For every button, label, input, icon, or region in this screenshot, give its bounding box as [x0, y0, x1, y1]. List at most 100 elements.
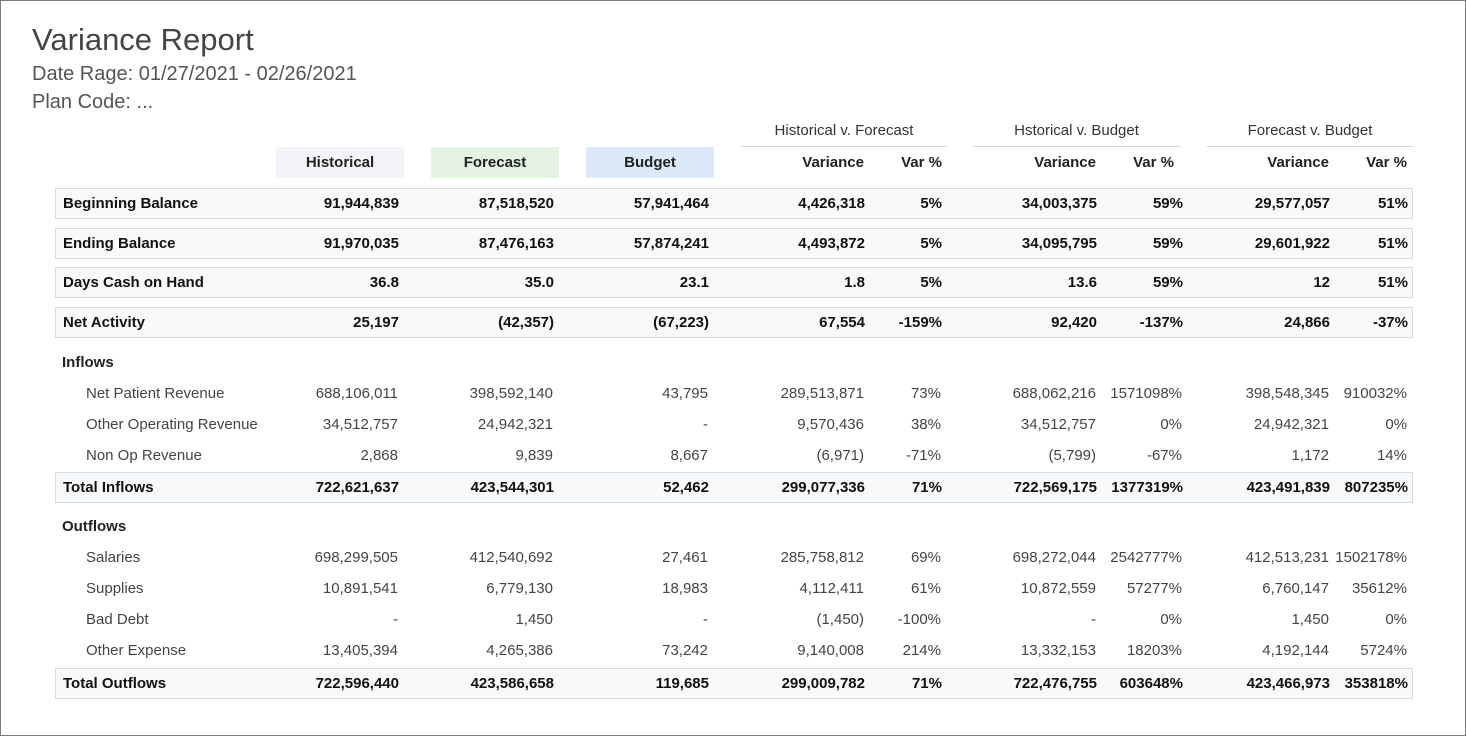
column-header-hf-variance[interactable]: Variance [802, 154, 864, 171]
cell-historical: 13,405,394 [322, 642, 398, 659]
table-row[interactable]: Total Inflows 722,621,637 423,544,301 52,46… [55, 472, 1413, 503]
cell-hb-variance: 698,272,044 [1012, 549, 1096, 566]
cell-fb-var-pct: 51% [1377, 274, 1408, 291]
cell-forecast: 398,592,140 [469, 385, 553, 402]
cell-fb-variance: 29,601,922 [1254, 235, 1330, 252]
cell-forecast: 423,544,301 [470, 479, 554, 496]
cell-fb-variance: 24,942,321 [1253, 416, 1329, 433]
cell-hf-variance: (1,450) [816, 611, 864, 628]
cell-hf-var-pct: 5% [920, 274, 942, 291]
cell-fb-var-pct: 0% [1385, 611, 1407, 628]
cell-fb-var-pct: 14% [1376, 447, 1407, 464]
column-header-forecast[interactable]: Forecast [431, 147, 559, 178]
cell-fb-var-pct: 1502178% [1335, 549, 1407, 566]
table-row[interactable]: Total Outflows 722,596,440 423,586,658 119,… [55, 668, 1413, 699]
table-row[interactable]: Non Op Revenue 2,868 9,839 8,667 (6,971) -71%… [55, 440, 1413, 471]
date-range: Date Rage: 01/27/2021 - 02/26/2021 [32, 63, 357, 85]
row-label: Non Op Revenue [86, 447, 202, 464]
cell-budget: 57,874,241 [633, 235, 709, 252]
cell-fb-variance: 423,491,839 [1246, 479, 1330, 496]
row-label: Total Inflows [63, 479, 154, 496]
cell-fb-variance: 29,577,057 [1254, 195, 1330, 212]
column-header-hf-var-pct[interactable]: Var % [901, 154, 942, 171]
cell-hf-var-pct: 61% [910, 580, 941, 597]
cell-historical: - [393, 611, 398, 628]
row-label: Bad Debt [86, 611, 149, 628]
cell-fb-variance: 412,513,231 [1245, 549, 1329, 566]
cell-fb-variance: 24,866 [1284, 314, 1330, 331]
cell-budget: 8,667 [670, 447, 708, 464]
row-label: Days Cash on Hand [63, 274, 204, 291]
row-label: Salaries [86, 549, 141, 566]
column-header-historical[interactable]: Historical [276, 147, 404, 178]
cell-hb-var-pct: 0% [1160, 611, 1182, 628]
cell-hb-variance: 688,062,216 [1012, 385, 1096, 402]
cell-fb-var-pct: 35612% [1351, 580, 1407, 597]
table-row[interactable]: Ending Balance 91,970,035 87,476,163 57,874… [55, 228, 1413, 259]
table-row[interactable]: Bad Debt - 1,450 - (1,450) -100% - 0% 1,450 0% [55, 604, 1413, 635]
cell-hb-var-pct: 1571098% [1110, 385, 1182, 402]
cell-hf-variance: 285,758,812 [780, 549, 864, 566]
table-row[interactable]: Other Expense 13,405,394 4,265,386 73,242 9,… [55, 635, 1413, 666]
table-row[interactable]: Net Patient Revenue 688,106,011 398,592,14… [55, 378, 1413, 409]
group-historical-v-forecast: Historical v. Forecast [741, 122, 947, 147]
cell-budget: - [703, 416, 708, 433]
cell-hb-var-pct: 2542777% [1110, 549, 1182, 566]
table-row[interactable]: Other Operating Revenue 34,512,757 24,942,… [55, 409, 1413, 440]
cell-fb-var-pct: 51% [1377, 195, 1408, 212]
cell-hf-var-pct: 5% [920, 195, 942, 212]
row-label: Beginning Balance [63, 195, 199, 212]
table-row[interactable]: Beginning Balance 91,944,839 87,518,520 57,… [55, 188, 1413, 219]
cell-forecast: 412,540,692 [469, 549, 553, 566]
cell-hf-variance: 289,513,871 [780, 385, 864, 402]
cell-fb-var-pct: -37% [1372, 314, 1408, 331]
cell-budget: 27,461 [662, 549, 708, 566]
table-row[interactable]: Salaries 698,299,505 412,540,692 27,461 285,… [55, 542, 1413, 573]
cell-fb-variance: 423,466,973 [1246, 675, 1330, 692]
row-label: Other Operating Revenue [86, 416, 258, 433]
group-historical-v-budget: Hstorical v. Budget [973, 122, 1180, 147]
column-header-hb-variance[interactable]: Variance [1034, 154, 1096, 171]
cell-budget: 73,242 [662, 642, 708, 659]
cell-hf-variance: 9,140,008 [797, 642, 864, 659]
cell-hf-variance: 299,077,336 [781, 479, 865, 496]
cell-budget: 43,795 [662, 385, 708, 402]
cell-hb-variance: 722,569,175 [1013, 479, 1097, 496]
cell-hf-variance: 299,009,782 [781, 675, 865, 692]
cell-forecast: 1,450 [515, 611, 553, 628]
cell-hf-var-pct: 71% [911, 479, 942, 496]
cell-hb-variance: 34,095,795 [1021, 235, 1097, 252]
cell-budget: 18,983 [662, 580, 708, 597]
row-label: Other Expense [86, 642, 187, 659]
column-header-budget[interactable]: Budget [586, 147, 714, 178]
cell-budget: 119,685 [655, 675, 709, 692]
table-row[interactable]: Supplies 10,891,541 6,779,130 18,983 4,112,4… [55, 573, 1413, 604]
cell-fb-var-pct: 5724% [1360, 642, 1407, 659]
page-title: Variance Report [32, 22, 254, 57]
cell-historical: 2,868 [360, 447, 398, 464]
cell-forecast: 35.0 [524, 274, 554, 291]
cell-hf-variance: (6,971) [816, 447, 864, 464]
column-header-hb-var-pct[interactable]: Var % [1133, 154, 1174, 171]
table-row[interactable]: Days Cash on Hand 36.8 35.0 23.1 1.8 5% 13.6 59… [55, 267, 1413, 298]
cell-forecast: (42,357) [498, 314, 554, 331]
cell-hf-variance: 4,112,411 [799, 580, 864, 597]
cell-fb-variance: 12 [1313, 274, 1330, 291]
cell-forecast: 87,518,520 [478, 195, 554, 212]
cell-hb-variance: (5,799) [1048, 447, 1096, 464]
cell-hf-var-pct: 69% [910, 549, 941, 566]
cell-forecast: 6,779,130 [486, 580, 553, 597]
table-row[interactable]: Net Activity 25,197 (42,357) (67,223) 67,554… [55, 307, 1413, 338]
cell-hb-variance: 34,003,375 [1021, 195, 1097, 212]
cell-fb-variance: 1,450 [1291, 611, 1329, 628]
section-label-inflows: Inflows [62, 354, 114, 371]
cell-fb-var-pct: 910032% [1343, 385, 1407, 402]
cell-budget: 52,462 [663, 479, 709, 496]
column-header-fb-variance[interactable]: Variance [1267, 154, 1329, 171]
column-header-fb-var-pct[interactable]: Var % [1366, 154, 1407, 171]
cell-hf-variance: 4,493,872 [798, 235, 865, 252]
cell-budget: - [703, 611, 708, 628]
cell-hb-variance: 92,420 [1051, 314, 1097, 331]
cell-hb-variance: 722,476,755 [1013, 675, 1097, 692]
cell-historical: 698,299,505 [314, 549, 398, 566]
